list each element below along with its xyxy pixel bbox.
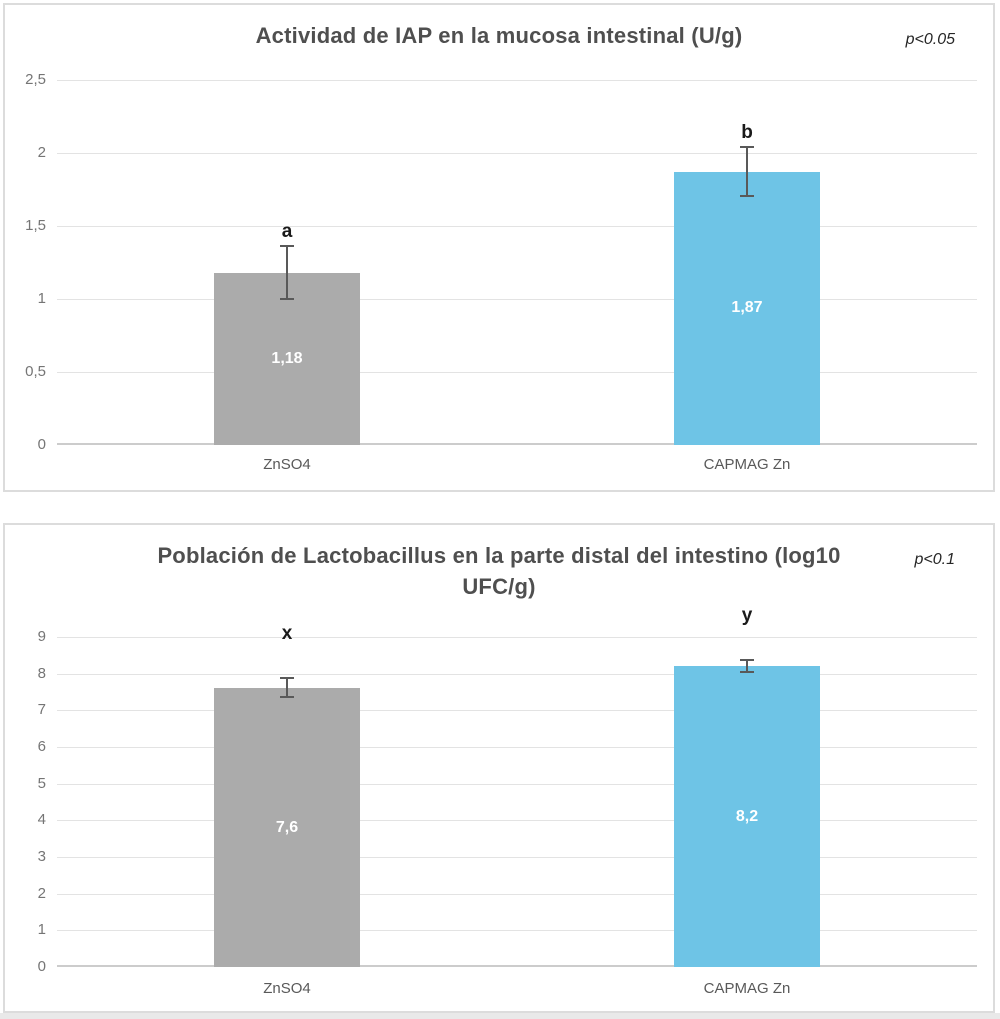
gridline bbox=[57, 299, 977, 300]
y-axis-tick-label: 2,5 bbox=[25, 71, 46, 88]
gridline bbox=[57, 820, 977, 821]
significance-letter: a bbox=[281, 221, 293, 242]
gridline bbox=[57, 153, 977, 154]
gridline bbox=[57, 930, 977, 931]
gridline bbox=[57, 857, 977, 858]
gridline bbox=[57, 894, 977, 895]
gridline bbox=[57, 226, 977, 227]
y-axis: 0 1 2 3 4 5 6 7 8 9 bbox=[5, 628, 51, 975]
bar-capmag-zn bbox=[674, 666, 820, 967]
bar-value-label: 1,18 bbox=[271, 350, 303, 367]
y-axis-tick-label: 8 bbox=[37, 665, 46, 682]
chart-title: Población de Lactobacillus en la parte d… bbox=[157, 543, 841, 599]
gridline bbox=[57, 747, 977, 748]
x-axis-category-label: ZnSO4 bbox=[263, 980, 311, 997]
gridline bbox=[57, 674, 977, 675]
y-axis-tick-label: 0,5 bbox=[25, 363, 46, 380]
chart-title: Actividad de IAP en la mucosa intestinal… bbox=[255, 23, 743, 48]
bar-capmag-zn bbox=[674, 172, 820, 445]
bar-value-label: 7,6 bbox=[275, 819, 299, 836]
y-axis-tick-label: 1 bbox=[37, 921, 46, 938]
x-axis-category-label: ZnSO4 bbox=[263, 456, 311, 473]
plot-area: 7,6 x 8,2 y bbox=[57, 605, 977, 967]
error-bar bbox=[740, 146, 754, 197]
x-axis-category-label: CAPMAG Zn bbox=[703, 456, 791, 473]
gridline bbox=[57, 372, 977, 373]
bar-znso4 bbox=[214, 273, 360, 445]
y-axis-tick-label: 4 bbox=[37, 811, 46, 828]
y-axis-tick-label: 3 bbox=[37, 848, 46, 865]
y-axis-tick-label: 6 bbox=[37, 738, 46, 755]
gridline bbox=[57, 710, 977, 711]
y-axis-tick-label: 5 bbox=[37, 775, 46, 792]
error-bar bbox=[280, 245, 294, 300]
y-axis-tick-label: 0 bbox=[37, 436, 46, 453]
x-axis-line bbox=[57, 443, 977, 445]
chart-panel-iap-activity: Actividad de IAP en la mucosa intestinal… bbox=[3, 3, 995, 492]
significance-letter: y bbox=[741, 605, 753, 626]
page-bottom-edge bbox=[0, 1013, 1000, 1019]
gridline bbox=[57, 637, 977, 638]
bar-value-label: 8,2 bbox=[735, 808, 759, 825]
y-axis: 0 0,5 1 1,5 2 2,5 bbox=[5, 71, 51, 453]
significance-note: p<0.1 bbox=[914, 551, 955, 568]
error-bar bbox=[280, 677, 294, 698]
gridline bbox=[57, 80, 977, 81]
y-axis-tick-label: 7 bbox=[37, 701, 46, 718]
x-axis-labels: ZnSO4 CAPMAG Zn bbox=[57, 455, 977, 477]
bar-znso4 bbox=[214, 688, 360, 967]
plot-area: 1,18 a 1,87 b bbox=[57, 80, 977, 445]
x-axis-line bbox=[57, 965, 977, 967]
x-axis-category-label: CAPMAG Zn bbox=[703, 980, 791, 997]
gridline bbox=[57, 784, 977, 785]
chart-panel-lactobacillus: Población de Lactobacillus en la parte d… bbox=[3, 523, 995, 1013]
x-axis-labels: ZnSO4 CAPMAG Zn bbox=[57, 979, 977, 1001]
significance-letter: x bbox=[281, 623, 293, 644]
bar-value-label: 1,87 bbox=[731, 299, 763, 316]
significance-letter: b bbox=[741, 122, 753, 143]
y-axis-tick-label: 0 bbox=[37, 958, 46, 975]
significance-note: p<0.05 bbox=[905, 31, 955, 48]
y-axis-tick-label: 1,5 bbox=[25, 217, 46, 234]
y-axis-tick-label: 2 bbox=[37, 144, 46, 161]
y-axis-tick-label: 2 bbox=[37, 885, 46, 902]
y-axis-tick-label: 9 bbox=[37, 628, 46, 645]
error-bar bbox=[740, 659, 754, 673]
y-axis-tick-label: 1 bbox=[37, 290, 46, 307]
